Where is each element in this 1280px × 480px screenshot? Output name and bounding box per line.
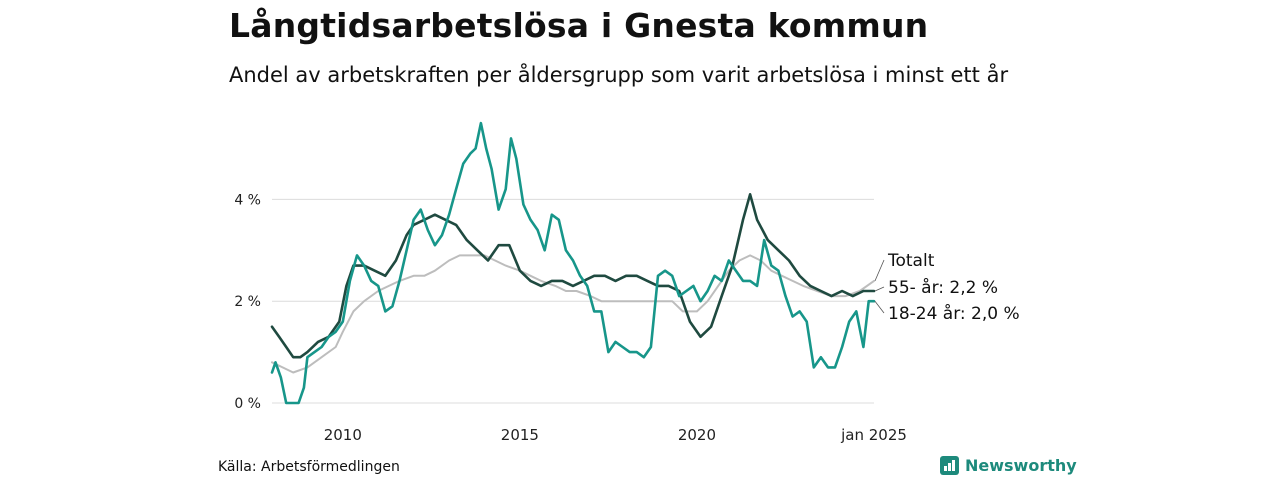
x-tick-label: 2010 — [324, 426, 362, 444]
chart-subtitle: Andel av arbetskraften per åldersgrupp s… — [229, 63, 1009, 87]
brand-name: Newsworthy — [965, 456, 1077, 475]
y-tick-label: 0 % — [234, 396, 261, 412]
newsworthy-logo-icon — [940, 456, 959, 475]
y-tick-label: 4 % — [234, 192, 261, 208]
series-line — [271, 254, 875, 374]
chart-title: Långtidsarbetslösa i Gnesta kommun — [229, 6, 929, 45]
x-tick-label: 2020 — [678, 426, 716, 444]
y-tick-label: 2 % — [234, 294, 261, 310]
series-end-label: Totalt — [887, 251, 935, 271]
x-tick-label: jan 2025 — [840, 426, 907, 444]
x-tick-label: 2015 — [501, 426, 539, 444]
series-line — [270, 121, 876, 405]
series-end-label: 55- år: 2,2 % — [888, 277, 998, 298]
series-end-label: 18-24 år: 2,0 % — [888, 303, 1020, 324]
series-label-leader — [874, 300, 885, 314]
series-label-leader — [874, 286, 885, 292]
brand-block: Newsworthy — [940, 456, 1077, 475]
source-note: Källa: Arbetsförmedlingen — [218, 459, 400, 475]
series-label-leader — [874, 259, 885, 282]
